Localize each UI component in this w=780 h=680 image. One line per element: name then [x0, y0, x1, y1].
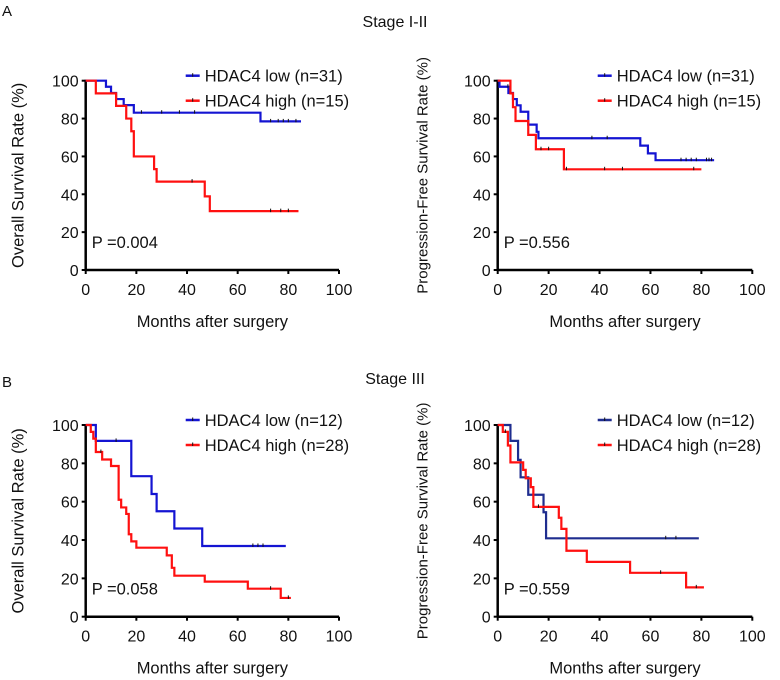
x-tick-label: 60: [642, 282, 660, 299]
x-tick-label: 100: [739, 282, 766, 299]
x-tick-label: 60: [642, 629, 660, 646]
y-tick-label: 40: [61, 533, 79, 550]
y-tick-label: 40: [473, 187, 491, 204]
x-tick-label: 20: [540, 282, 558, 299]
x-axis-label: Months after surgery: [137, 313, 289, 331]
y-tick-label: 0: [482, 610, 491, 627]
x-tick-label: 100: [326, 282, 353, 299]
p-value: P =0.556: [504, 234, 570, 252]
y-tick-label: 100: [464, 74, 491, 91]
series-high: [85, 79, 299, 213]
y-tick-label: 100: [52, 74, 79, 91]
x-tick-label: 0: [493, 629, 502, 646]
km-plot-3: 0 20 40 60 80 100 0 20 40 60 80 100 Months after sur…: [10, 412, 353, 678]
y-tick-label: 0: [70, 263, 79, 280]
survival-curve: [85, 423, 291, 600]
km-plot-4: 0 20 40 60 80 100 0 20 40 60 80 100 Months after sur…: [415, 402, 766, 677]
survival-curve: [85, 79, 302, 123]
x-tick-label: 80: [279, 282, 297, 299]
y-tick-label: 40: [473, 533, 491, 550]
legend-label: HDAC4 low (n=31): [617, 68, 755, 86]
y-tick-label: 20: [473, 571, 491, 588]
panel-b-letter: B: [2, 374, 12, 391]
x-tick-label: 20: [127, 282, 145, 299]
y-tick-label: 60: [473, 149, 491, 166]
y-tick-label: 100: [464, 418, 491, 435]
x-tick-label: 60: [229, 629, 247, 646]
y-tick-label: 80: [473, 112, 491, 129]
legend-label: HDAC4 high (n=28): [205, 437, 349, 455]
series-low: [85, 423, 286, 548]
x-tick-label: 40: [591, 629, 609, 646]
series-high: [497, 79, 702, 171]
legend-label: HDAC4 high (n=15): [617, 93, 761, 111]
y-tick-label: 80: [61, 456, 79, 473]
legend-label: HDAC4 low (n=12): [617, 412, 755, 430]
panel-a-title: Stage I-II: [363, 14, 428, 31]
y-tick-label: 0: [482, 263, 491, 280]
km-plot-1: 0 20 40 60 80 100 0 20 40 60 80 100 Months after sur…: [10, 68, 353, 331]
x-tick-label: 80: [279, 629, 297, 646]
survival-curve: [497, 79, 715, 162]
y-axis-label: Progression-Free Survival Rate (%): [415, 57, 432, 294]
x-tick-label: 40: [178, 282, 196, 299]
series-low: [497, 423, 699, 540]
legend-label: HDAC4 high (n=15): [205, 93, 349, 111]
series-high: [497, 423, 704, 589]
panel-b-title: Stage III: [365, 371, 425, 388]
legend-label: HDAC4 high (n=28): [617, 437, 761, 455]
km-plot-2: 0 20 40 60 80 100 0 20 40 60 80 100 Months after sur…: [415, 57, 766, 331]
y-tick-label: 0: [70, 610, 79, 627]
legend-label: HDAC4 low (n=31): [205, 68, 343, 86]
series-low: [497, 79, 715, 162]
panel-a-letter: A: [2, 3, 12, 20]
x-tick-label: 0: [81, 629, 90, 646]
y-axis-label: Overall Survival Rate (%): [10, 83, 28, 268]
x-axis-label: Months after surgery: [137, 660, 289, 678]
y-tick-label: 60: [61, 149, 79, 166]
y-tick-label: 20: [61, 571, 79, 588]
x-tick-label: 0: [493, 282, 502, 299]
series-high: [85, 423, 291, 600]
x-tick-label: 20: [540, 629, 558, 646]
p-value: P =0.058: [92, 581, 158, 599]
x-tick-label: 0: [81, 282, 90, 299]
y-tick-label: 60: [473, 495, 491, 512]
survival-curve: [497, 423, 704, 589]
survival-curve: [85, 423, 286, 548]
x-tick-label: 40: [178, 629, 196, 646]
x-tick-label: 100: [739, 629, 766, 646]
p-value: P =0.559: [504, 581, 570, 599]
series-low: [85, 79, 302, 123]
y-tick-label: 40: [61, 187, 79, 204]
x-axis-label: Months after surgery: [549, 313, 701, 331]
y-tick-label: 80: [61, 112, 79, 129]
survival-curve: [85, 79, 299, 213]
x-tick-label: 60: [229, 282, 247, 299]
y-tick-label: 20: [61, 225, 79, 242]
y-tick-label: 20: [473, 225, 491, 242]
legend-label: HDAC4 low (n=12): [205, 412, 343, 430]
y-axis-label: Progression-Free Survival Rate (%): [415, 402, 432, 639]
x-tick-label: 40: [591, 282, 609, 299]
y-tick-label: 80: [473, 456, 491, 473]
y-tick-label: 60: [61, 495, 79, 512]
x-axis-label: Months after surgery: [549, 660, 701, 678]
survival-curve: [497, 423, 699, 540]
x-tick-label: 80: [692, 629, 710, 646]
x-tick-label: 20: [127, 629, 145, 646]
x-tick-label: 100: [326, 629, 353, 646]
p-value: P =0.004: [92, 234, 158, 252]
y-axis-label: Overall Survival Rate (%): [10, 428, 28, 613]
survival-curve: [497, 79, 702, 171]
y-tick-label: 100: [52, 418, 79, 435]
x-tick-label: 80: [692, 282, 710, 299]
